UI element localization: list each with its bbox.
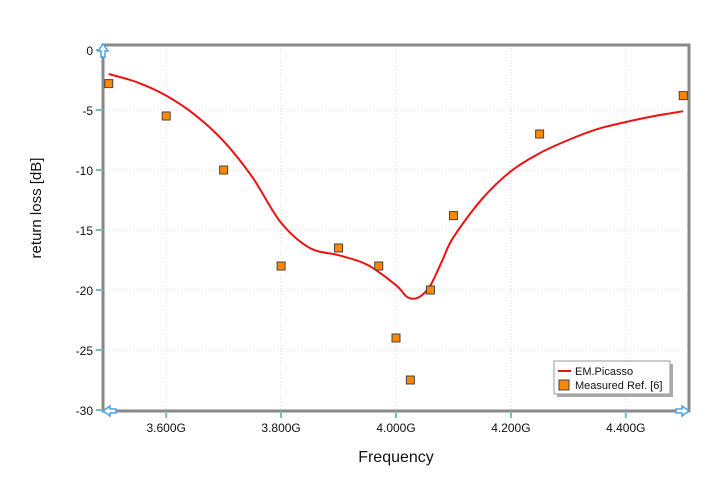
x-tick-label: 3.600G	[147, 421, 186, 435]
measured-data-point	[374, 261, 384, 271]
measured-data-point	[678, 91, 688, 101]
x-tick-label: 4.400G	[606, 421, 645, 435]
y-tick-label: 0	[86, 44, 93, 58]
y-axis-scroll-arrow-icon[interactable]	[96, 42, 110, 58]
x-axis-left-arrow-icon[interactable]	[101, 404, 117, 418]
y-tick-label: -15	[76, 224, 94, 238]
measured-data-point	[535, 129, 545, 139]
y-axis-ticks: 0 -5 -10 -15 -20 -25 -30	[76, 44, 103, 418]
x-tick-label: 3.800G	[261, 421, 300, 435]
grid	[103, 45, 689, 411]
measured-data-point	[405, 375, 415, 385]
series-line-group	[108, 73, 684, 300]
measured-data-point	[391, 333, 401, 343]
y-tick-label: -20	[76, 284, 94, 298]
x-axis-right-arrow-icon[interactable]	[675, 404, 691, 418]
y-tick-label: -5	[82, 104, 93, 118]
series-line-em-picasso	[108, 73, 684, 300]
x-tick-label: 4.000G	[376, 421, 415, 435]
measured-data-point	[104, 79, 114, 89]
x-tick-label: 4.200G	[491, 421, 530, 435]
measured-data-point	[219, 165, 229, 175]
legend-box	[553, 360, 671, 395]
measured-data-point	[276, 261, 286, 271]
series-points-group	[104, 79, 688, 385]
legend-label-em-picasso: EM.Picasso	[575, 366, 633, 378]
legend-label-measured: Measured Ref. [6]	[575, 380, 662, 392]
legend: EM.Picasso Measured Ref. [6]	[553, 360, 673, 397]
y-tick-label: -10	[76, 164, 94, 178]
measured-data-point	[334, 243, 344, 253]
y-axis-label: return loss [dB]	[28, 158, 45, 259]
x-axis-ticks: 3.600G 3.800G 4.000G 4.200G 4.400G	[147, 411, 645, 435]
y-tick-label: -25	[76, 344, 94, 358]
measured-data-point	[448, 211, 458, 221]
x-axis-label: Frequency	[358, 449, 434, 466]
measured-data-point	[161, 111, 171, 121]
legend-square-swatch	[558, 379, 570, 391]
y-tick-label: -30	[76, 404, 94, 418]
measured-data-point	[425, 285, 435, 295]
